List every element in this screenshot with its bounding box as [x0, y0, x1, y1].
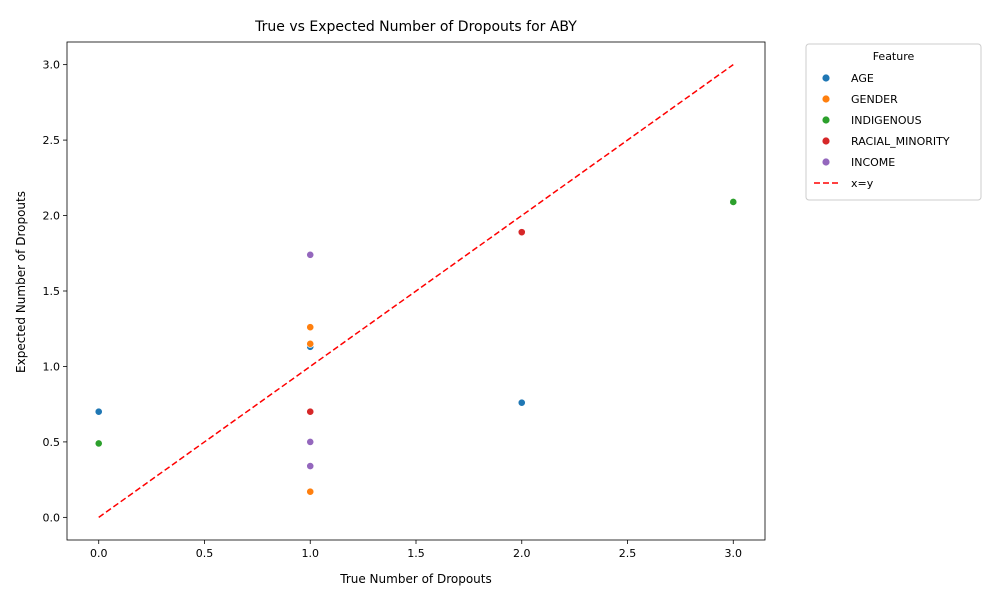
legend: Feature AGE GENDER INDIGENOUS RACIAL_MINORIT… [805, 43, 982, 201]
legend-label: x=y [851, 177, 874, 190]
data-point-indigenous [729, 198, 738, 206]
y-tick-label: 2.5 [43, 134, 61, 147]
legend-marker [822, 116, 830, 124]
legend-label: INDIGENOUS [851, 114, 922, 127]
data-point-indigenous [94, 439, 103, 448]
y-tick-label: 2.0 [43, 210, 61, 223]
data-point-gender [306, 339, 315, 348]
data-point-age [94, 407, 103, 416]
x-tick-label: 3.0 [725, 547, 743, 560]
data-point-gender [306, 323, 315, 332]
y-tick-label: 1.5 [43, 285, 61, 298]
x-tick-label: 1.5 [407, 547, 425, 560]
legend-label: AGE [851, 72, 874, 85]
legend-title: Feature [873, 50, 915, 63]
x-axis-label: True Number of Dropouts [339, 572, 491, 586]
y-tick-label: 3.0 [43, 59, 61, 72]
x-tick-label: 0.5 [196, 547, 214, 560]
plot-area: 0.0 0.5 1.0 1.5 2.0 2.5 3.0 0.0 0.5 1.0 1.5 2.0 2.5 3… [43, 41, 766, 560]
y-tick-label: 1.0 [43, 360, 61, 373]
legend-marker [822, 158, 830, 166]
data-point-age [517, 398, 526, 407]
data-point-income [306, 250, 315, 259]
y-axis-label: Expected Number of Dropouts [14, 191, 28, 373]
x-tick-label: 2.0 [513, 547, 531, 560]
legend-marker [822, 74, 830, 82]
data-point-income [306, 462, 315, 470]
x-tick-label: 1.0 [301, 547, 319, 560]
legend-box [805, 43, 982, 201]
x-tick-label: 0.0 [90, 547, 108, 560]
data-point-racial-minority [306, 407, 315, 416]
chart-title: True vs Expected Number of Dropouts for … [254, 19, 577, 35]
reference-line-x-eq-y [98, 64, 734, 518]
legend-label: GENDER [851, 93, 898, 106]
x-tick-label: 2.5 [619, 547, 637, 560]
legend-label: INCOME [851, 156, 895, 169]
data-point-income [306, 438, 315, 446]
y-tick-label: 0.5 [43, 436, 61, 449]
data-point-racial-minority [517, 228, 526, 237]
data-point-gender [306, 487, 315, 496]
y-tick-label: 0.0 [43, 511, 61, 524]
legend-marker [822, 95, 830, 103]
legend-label: RACIAL_MINORITY [851, 135, 950, 148]
legend-marker [822, 137, 830, 145]
